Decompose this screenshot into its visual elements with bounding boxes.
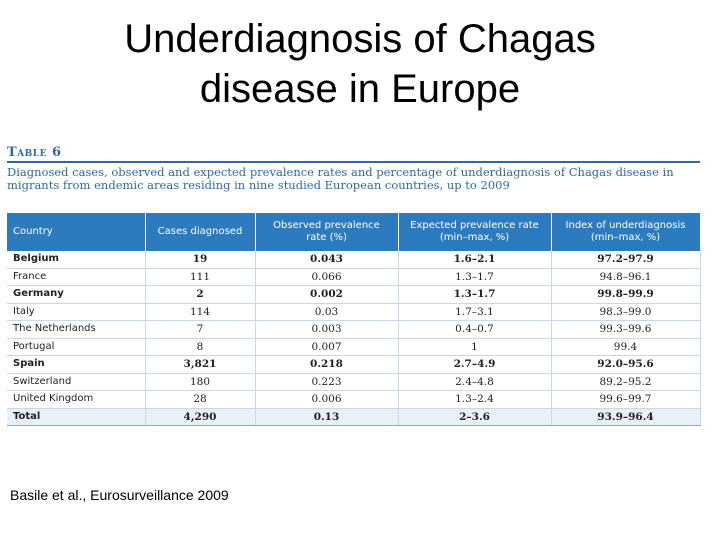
cell-index: 99.3–99.6 <box>551 320 701 339</box>
slide-title: Underdiagnosis of Chagas disease in Euro… <box>0 14 720 114</box>
cell-country: Portugal <box>7 338 146 356</box>
cell-observed: 0.066 <box>255 268 399 286</box>
cell-observed: 0.13 <box>255 408 399 426</box>
cell-cases: 7 <box>145 320 256 339</box>
prevalence-table: Country Cases diagnosed Observed prevale… <box>7 213 701 426</box>
cell-cases: 4,290 <box>145 408 256 426</box>
cell-cases: 114 <box>145 303 256 321</box>
cell-observed: 0.223 <box>255 373 399 391</box>
table-row: France 111 0.066 1.3–1.7 94.8–96.1 <box>7 268 701 286</box>
cell-observed: 0.006 <box>255 390 399 409</box>
cell-expected: 1.6–2.1 <box>398 251 552 269</box>
slide-title-line-1: Underdiagnosis of Chagas <box>124 17 596 61</box>
table-row: Germany 2 0.002 1.3–1.7 99.8–99.9 <box>7 285 701 304</box>
cell-country: Italy <box>7 303 146 321</box>
table-header-row: Country Cases diagnosed Observed prevale… <box>7 213 701 251</box>
cell-country: Germany <box>7 285 146 304</box>
header-expected: Expected prevalence rate (min–max, %) <box>398 213 552 251</box>
cell-expected: 1 <box>398 338 552 356</box>
header-observed: Observed prevalence rate (%) <box>255 213 399 251</box>
cell-country: Switzerland <box>7 373 146 391</box>
table-row: Portugal 8 0.007 1 99.4 <box>7 338 701 356</box>
table-row: Belgium 19 0.043 1.6–2.1 97.2–97.9 <box>7 251 701 269</box>
header-index: Index of underdiagnosis (min–max, %) <box>551 213 701 251</box>
cell-expected: 2–3.6 <box>398 408 552 426</box>
header-country: Country <box>7 213 146 251</box>
cell-cases: 8 <box>145 338 256 356</box>
cell-index: 94.8–96.1 <box>551 268 701 286</box>
cell-country: United Kingdom <box>7 390 146 409</box>
cell-observed: 0.003 <box>255 320 399 339</box>
cell-index: 92.0–95.6 <box>551 355 701 374</box>
cell-country: France <box>7 268 146 286</box>
table-rule <box>7 161 700 163</box>
cell-observed: 0.002 <box>255 285 399 304</box>
cell-expected: 1.7–3.1 <box>398 303 552 321</box>
cell-country: The Netherlands <box>7 320 146 339</box>
cell-country: Spain <box>7 355 146 374</box>
cell-expected: 0.4–0.7 <box>398 320 552 339</box>
cell-cases: 111 <box>145 268 256 286</box>
table-caption: Diagnosed cases, observed and expected p… <box>7 165 674 192</box>
cell-index: 99.4 <box>551 338 701 356</box>
table-total-row: Total 4,290 0.13 2–3.6 93.9–96.4 <box>7 408 701 426</box>
cell-expected: 1.3–1.7 <box>398 268 552 286</box>
cell-expected: 2.7–4.9 <box>398 355 552 374</box>
table-row: Switzerland 180 0.223 2.4–4.8 89.2–95.2 <box>7 373 701 391</box>
cell-cases: 28 <box>145 390 256 409</box>
table-label: Table 6 <box>7 145 62 160</box>
cell-expected: 1.3–2.4 <box>398 390 552 409</box>
cell-cases: 19 <box>145 251 256 269</box>
cell-cases: 3,821 <box>145 355 256 374</box>
table-figure: Table 6 Diagnosed cases, observed and ex… <box>7 145 701 426</box>
cell-country: Total <box>7 408 146 426</box>
cell-cases: 180 <box>145 373 256 391</box>
slide-title-line-2: disease in Europe <box>199 67 521 111</box>
header-cases: Cases diagnosed <box>145 213 256 251</box>
cell-index: 99.6–99.7 <box>551 390 701 409</box>
cell-index: 97.2–97.9 <box>551 251 701 269</box>
cell-expected: 1.3–1.7 <box>398 285 552 304</box>
cell-observed: 0.007 <box>255 338 399 356</box>
table-row: The Netherlands 7 0.003 0.4–0.7 99.3–99.… <box>7 320 701 339</box>
cell-observed: 0.043 <box>255 251 399 269</box>
table-row: Spain 3,821 0.218 2.7–4.9 92.0–95.6 <box>7 355 701 374</box>
cell-index: 93.9–96.4 <box>551 408 701 426</box>
cell-index: 98.3–99.0 <box>551 303 701 321</box>
cell-expected: 2.4–4.8 <box>398 373 552 391</box>
cell-observed: 0.218 <box>255 355 399 374</box>
cell-index: 89.2–95.2 <box>551 373 701 391</box>
cell-observed: 0.03 <box>255 303 399 321</box>
cell-country: Belgium <box>7 251 146 269</box>
cell-cases: 2 <box>145 285 256 304</box>
table-row: Italy 114 0.03 1.7–3.1 98.3–99.0 <box>7 303 701 321</box>
cell-index: 99.8–99.9 <box>551 285 701 304</box>
table-row: United Kingdom 28 0.006 1.3–2.4 99.6–99.… <box>7 390 701 409</box>
citation: Basile et al., Eurosurveillance 2009 <box>10 487 229 503</box>
